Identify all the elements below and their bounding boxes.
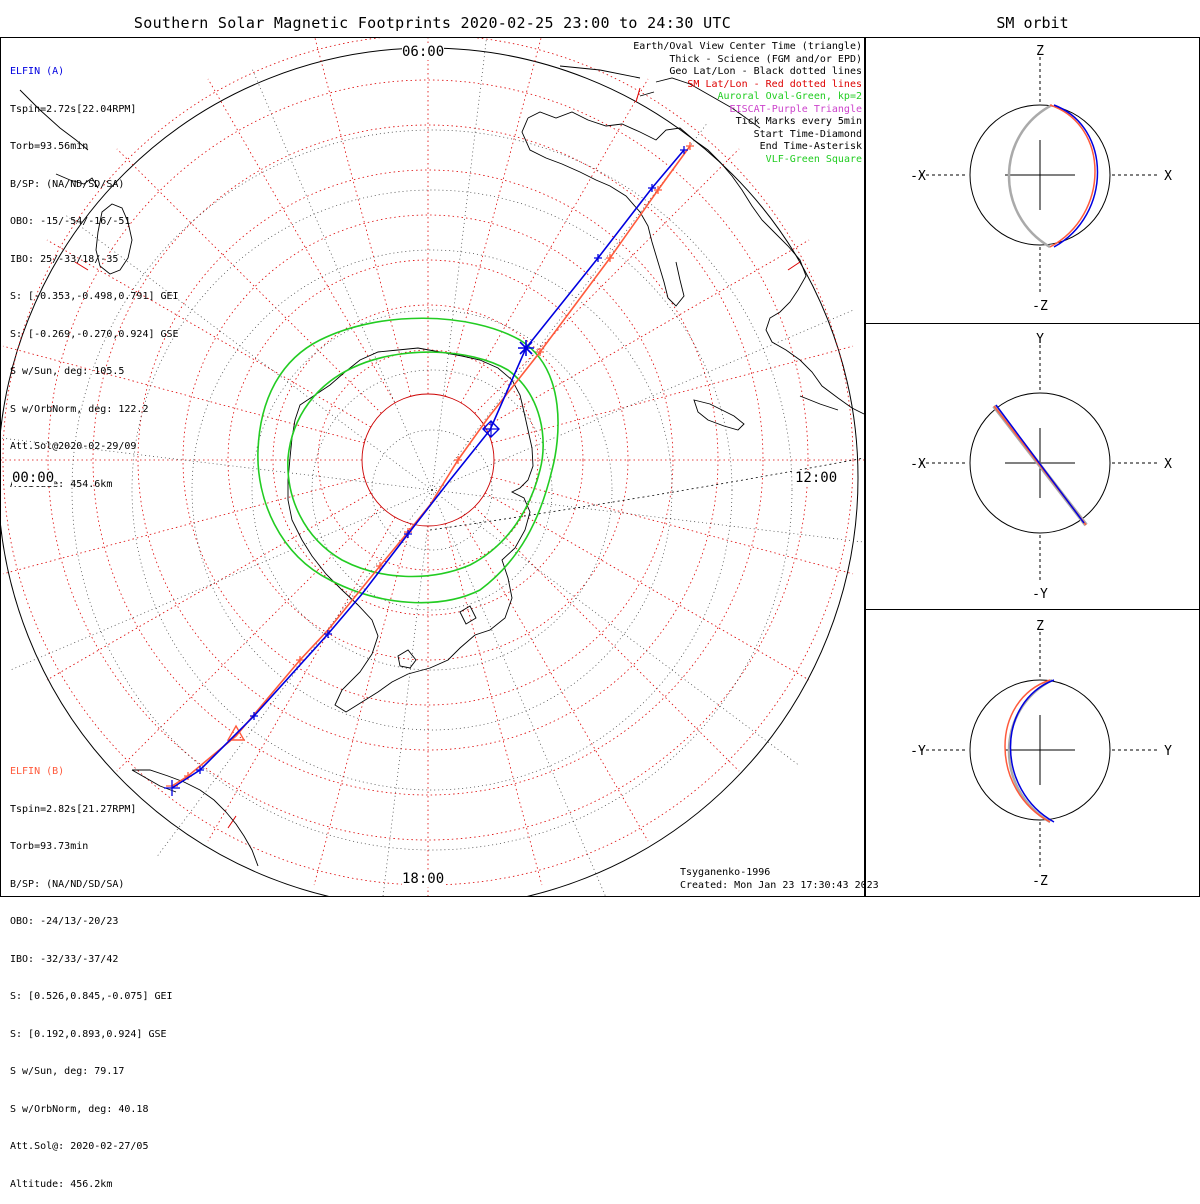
elfin-a-line: Att.Sol@2020-02-29/09 bbox=[10, 441, 179, 454]
elfin-b-track bbox=[166, 142, 694, 786]
elfin-a-line: Tspin=2.72s[22.04RPM] bbox=[10, 104, 179, 117]
sm-longitude-line bbox=[485, 240, 809, 427]
geo-longitude-line bbox=[432, 490, 613, 900]
legend-item: Start Time-Diamond bbox=[633, 129, 862, 142]
geo-longitude-line bbox=[432, 309, 855, 490]
elfin-b-line: S: [0.526,0.845,-0.075] GEI bbox=[10, 991, 173, 1004]
axis-label-left: -X bbox=[910, 169, 926, 184]
axis-label-bottom: -Z bbox=[1032, 299, 1048, 314]
credits: Tsyganenko-1996 Created: Mon Jan 23 17:3… bbox=[680, 867, 879, 892]
elfin-a-line: S w/OrbNorm, deg: 122.2 bbox=[10, 404, 179, 417]
mlt-label-bottom: 18:00 bbox=[402, 871, 444, 887]
geo-longitude-line bbox=[251, 67, 432, 490]
map-legend: Earth/Oval View Center Time (triangle) T… bbox=[633, 41, 862, 166]
geo-longitude-line bbox=[156, 490, 432, 858]
sm-longitude-line bbox=[208, 517, 395, 841]
axis-label-top: Z bbox=[1036, 619, 1044, 634]
axis-label-bottom: -Y bbox=[1032, 587, 1048, 602]
model-name: Tsyganenko-1996 bbox=[680, 867, 879, 880]
axis-label-top: Z bbox=[1036, 44, 1044, 59]
legend-item: Geo Lat/Lon - Black dotted lines bbox=[633, 66, 862, 79]
elfin-b-name: ELFIN (B) bbox=[10, 766, 173, 779]
legend-item: Earth/Oval View Center Time (triangle) bbox=[633, 41, 862, 54]
sm-longitude-line bbox=[208, 79, 395, 403]
legend-item: VLF-Green Square bbox=[633, 154, 862, 167]
axis-label-right: X bbox=[1164, 169, 1172, 184]
orbit-panel: Z -Z -Y Y bbox=[910, 619, 1172, 889]
geo-longitude-line bbox=[432, 490, 800, 766]
elfin-b-line: Att.Sol@: 2020-02-27/05 bbox=[10, 1141, 173, 1154]
sm-orbit-panels: Z -Z -X X Y -Y -X X Z -Z -Y Y bbox=[910, 44, 1172, 889]
sm-longitude-line bbox=[461, 517, 648, 841]
elfin-a-line: B/SP: (NA/ND/SD/SA) bbox=[10, 179, 179, 192]
footprint-line bbox=[172, 146, 690, 786]
orbit-panel: Z -Z -X X bbox=[910, 44, 1172, 314]
elfin-b-info: ELFIN (B) Tspin=2.82s[21.27RPM] Torb=93.… bbox=[10, 741, 173, 1204]
mlt-label-left: 00:00 bbox=[12, 470, 54, 486]
orbit-a bbox=[996, 405, 1084, 523]
elfin-a-line: IBO: 25/-33/18/-35 bbox=[10, 254, 179, 267]
geo-meridian-line bbox=[430, 458, 864, 530]
elfin-a-line: Torb=93.56min bbox=[10, 141, 179, 154]
frame bbox=[1, 38, 1200, 897]
geo-longitude-line bbox=[432, 33, 487, 490]
sm-longitude-line bbox=[461, 79, 648, 403]
elfin-b-line: IBO: -32/33/-37/42 bbox=[10, 954, 173, 967]
end-asterisk bbox=[518, 340, 534, 356]
geo-longitude-line bbox=[377, 490, 432, 900]
elfin-b-line: Torb=93.73min bbox=[10, 841, 173, 854]
orbit-gray bbox=[1009, 680, 1052, 822]
geo-longitude-line bbox=[432, 490, 889, 545]
created-timestamp: Created: Mon Jan 23 17:30:43 2023 bbox=[680, 880, 879, 893]
legend-item: Thick - Science (FGM and/or EPD) bbox=[633, 54, 862, 67]
elfin-a-track bbox=[164, 146, 688, 796]
legend-item: Auroral Oval-Green, kp=2 bbox=[633, 91, 862, 104]
legend-item: End Time-Asterisk bbox=[633, 141, 862, 154]
elfin-b-line: B/SP: (NA/ND/SD/SA) bbox=[10, 879, 173, 892]
legend-item: EISCAT-Purple Triangle bbox=[633, 104, 862, 117]
axis-label-right: X bbox=[1164, 457, 1172, 472]
axis-label-left: -X bbox=[910, 457, 926, 472]
legend-item: SM Lat/Lon - Red dotted lines bbox=[633, 79, 862, 92]
sm-longitude-line bbox=[485, 493, 809, 680]
legend-item: Tick Marks every 5min bbox=[633, 116, 862, 129]
auroral-oval bbox=[258, 318, 558, 602]
elfin-b-line: OBO: -24/13/-20/23 bbox=[10, 916, 173, 929]
elfin-b-line: S w/OrbNorm, deg: 40.18 bbox=[10, 1104, 173, 1117]
axis-label-bottom: -Z bbox=[1032, 874, 1048, 889]
elfin-b-line: S w/Sun, deg: 79.17 bbox=[10, 1066, 173, 1079]
sm-longitude-line bbox=[445, 35, 542, 396]
sm-longitude-line bbox=[314, 524, 411, 885]
elfin-a-line: S w/Sun, deg: 105.5 bbox=[10, 366, 179, 379]
sm-longitude-line bbox=[492, 346, 853, 443]
elfin-b-line: Altitude: 456.2km bbox=[10, 1179, 173, 1192]
elfin-a-name: ELFIN (A) bbox=[10, 66, 179, 79]
sm-latitude-circle bbox=[318, 350, 538, 570]
footprint-map: Z -Z -X X Y -Y -X X Z -Z -Y Y bbox=[0, 0, 1200, 900]
elfin-a-line: S: [-0.269,-0.270,0.924] GSE bbox=[10, 329, 179, 342]
orbit-panel: Y -Y -X X bbox=[910, 332, 1172, 602]
sm-boundary-tick bbox=[788, 262, 800, 270]
sm-longitude-line bbox=[314, 35, 411, 396]
elfin-b-line: Tspin=2.82s[21.27RPM] bbox=[10, 804, 173, 817]
elfin-a-line: S: [-0.353,-0.498,0.791] GEI bbox=[10, 291, 179, 304]
elfin-b-line: S: [0.192,0.893,0.924] GSE bbox=[10, 1029, 173, 1042]
elfin-a-info: ELFIN (A) Tspin=2.72s[22.04RPM] Torb=93.… bbox=[10, 41, 179, 504]
mlt-label-top: 06:00 bbox=[402, 44, 444, 60]
mlt-label-right: 12:00 bbox=[795, 470, 837, 486]
axis-label-top: Y bbox=[1036, 332, 1044, 347]
sm-longitude-line bbox=[47, 493, 371, 680]
orbit-a bbox=[1011, 680, 1055, 822]
axis-label-right: Y bbox=[1164, 744, 1172, 759]
sm-longitude-line bbox=[117, 507, 381, 771]
elfin-a-line: OBO: -15/-54/-16/-51 bbox=[10, 216, 179, 229]
axis-label-left: -Y bbox=[910, 744, 926, 759]
footprint-line bbox=[172, 150, 684, 788]
orbit-gray bbox=[1009, 105, 1052, 247]
